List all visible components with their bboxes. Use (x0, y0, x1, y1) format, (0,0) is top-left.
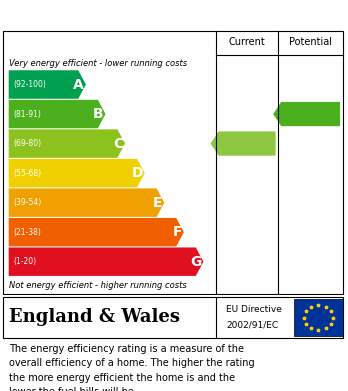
Text: Current: Current (229, 37, 266, 47)
Polygon shape (9, 248, 204, 276)
Text: (69-80): (69-80) (13, 139, 41, 148)
Polygon shape (9, 218, 184, 246)
Text: 2002/91/EC: 2002/91/EC (226, 321, 278, 330)
Polygon shape (211, 131, 276, 156)
Polygon shape (9, 100, 105, 128)
Text: (92-100): (92-100) (13, 80, 46, 89)
Text: Energy Efficiency Rating: Energy Efficiency Rating (10, 7, 220, 23)
Text: (81-91): (81-91) (13, 109, 41, 118)
Text: EU Directive: EU Directive (226, 305, 282, 314)
Text: (21-38): (21-38) (13, 228, 41, 237)
Text: (55-68): (55-68) (13, 169, 41, 178)
Polygon shape (9, 129, 125, 158)
Text: C: C (113, 136, 123, 151)
Text: Very energy efficient - lower running costs: Very energy efficient - lower running co… (9, 59, 187, 68)
Polygon shape (273, 102, 340, 126)
Text: Not energy efficient - higher running costs: Not energy efficient - higher running co… (9, 281, 187, 290)
Polygon shape (9, 188, 164, 217)
Text: A: A (73, 77, 84, 91)
Text: Potential: Potential (289, 37, 332, 47)
Text: (39-54): (39-54) (13, 198, 41, 207)
Text: F: F (173, 225, 182, 239)
Text: England & Wales: England & Wales (9, 308, 180, 326)
Polygon shape (9, 70, 86, 99)
Text: 70: 70 (242, 136, 261, 151)
Text: B: B (93, 107, 104, 121)
Text: 83: 83 (304, 107, 323, 121)
Text: E: E (153, 196, 163, 210)
Text: (1-20): (1-20) (13, 257, 36, 266)
Polygon shape (9, 159, 145, 187)
Text: The energy efficiency rating is a measure of the
overall efficiency of a home. T: The energy efficiency rating is a measur… (9, 344, 254, 391)
Text: D: D (132, 166, 143, 180)
Bar (294, 299, 343, 336)
Text: G: G (190, 255, 202, 269)
